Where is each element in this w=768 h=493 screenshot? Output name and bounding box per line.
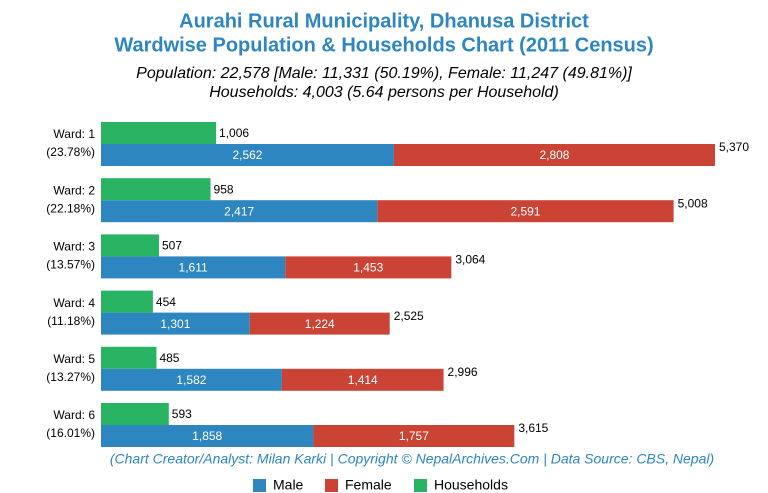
value-label: 1,301 <box>160 317 190 331</box>
category-share: (23.78%) <box>46 145 95 159</box>
value-label: 1,757 <box>399 429 429 443</box>
bar <box>393 144 715 166</box>
value-label: 1,582 <box>176 373 206 387</box>
category-label: Ward: 3 <box>53 240 95 254</box>
value-label: 454 <box>156 295 176 309</box>
legend-label: Households <box>434 477 508 493</box>
category-label: Ward: 2 <box>53 183 95 197</box>
bar <box>101 234 159 257</box>
bar <box>377 200 674 223</box>
category-share: (16.01%) <box>46 426 95 440</box>
bar <box>101 346 157 369</box>
category-share: (13.27%) <box>46 370 95 384</box>
total-label: 2,525 <box>394 309 424 323</box>
legend-swatch <box>325 479 338 492</box>
value-label: 1,453 <box>353 261 383 275</box>
value-label: 2,808 <box>539 148 569 162</box>
bar <box>281 368 444 391</box>
value-label: 1,611 <box>179 261 208 275</box>
value-label: 2,562 <box>232 148 262 162</box>
chart-subtitle: Households: 4,003 (5.64 persons per Hous… <box>209 84 559 101</box>
bar <box>101 144 394 166</box>
total-label: 3,064 <box>455 253 485 267</box>
bar <box>101 312 250 335</box>
legend-label: Female <box>345 477 392 493</box>
value-label: 958 <box>214 182 234 196</box>
category-label: Ward: 5 <box>53 352 95 366</box>
value-label: 1,858 <box>192 429 222 443</box>
total-label: 5,008 <box>678 196 708 210</box>
value-label: 1,414 <box>348 373 378 387</box>
bar <box>101 368 282 391</box>
value-label: 2,417 <box>224 204 254 218</box>
value-label: 1,224 <box>305 317 335 331</box>
bar <box>101 256 286 279</box>
value-label: 485 <box>159 351 179 365</box>
category-share: (11.18%) <box>47 314 95 328</box>
bar <box>101 425 314 447</box>
value-label: 507 <box>162 239 182 253</box>
bar <box>313 425 515 447</box>
chart-subtitle: Population: 22,578 [Male: 11,331 (50.19%… <box>136 65 632 82</box>
bar <box>101 403 169 425</box>
chart-title: Wardwise Population & Households Chart (… <box>114 34 653 56</box>
bar <box>101 200 378 223</box>
total-label: 2,996 <box>448 365 478 379</box>
legend-swatch <box>414 479 427 492</box>
chart-title: Aurahi Rural Municipality, Dhanusa Distr… <box>179 10 589 32</box>
bar <box>101 290 153 313</box>
value-label: 2,591 <box>510 204 540 218</box>
bar <box>285 256 452 279</box>
legend-label: Male <box>273 477 304 493</box>
category-label: Ward: 1 <box>53 127 95 141</box>
total-label: 5,370 <box>719 140 749 154</box>
category-share: (22.18%) <box>46 201 95 215</box>
legend-swatch <box>253 479 266 492</box>
category-label: Ward: 4 <box>53 296 95 310</box>
value-label: 593 <box>172 407 192 421</box>
bar <box>249 312 390 335</box>
footnote: (Chart Creator/Analyst: Milan Karki | Co… <box>110 451 714 467</box>
category-label: Ward: 6 <box>53 408 95 422</box>
category-share: (13.57%) <box>46 258 95 272</box>
bar <box>101 178 211 201</box>
bar <box>101 122 217 144</box>
total-label: 3,615 <box>518 421 548 435</box>
value-label: 1,006 <box>219 126 249 140</box>
